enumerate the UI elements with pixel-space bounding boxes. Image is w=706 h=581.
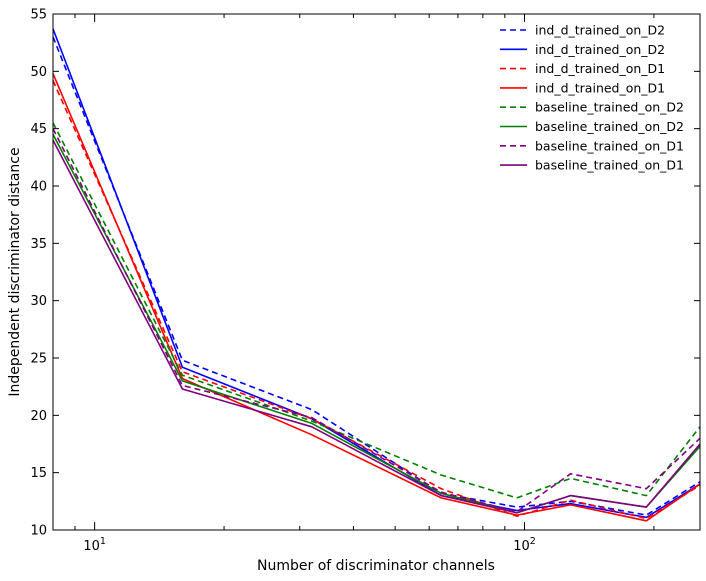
legend-label-3: ind_d_trained_on_D1 xyxy=(535,61,665,76)
y-tick-label: 55 xyxy=(30,8,47,23)
y-tick-label: 25 xyxy=(30,352,47,367)
legend-label-1: ind_d_trained_on_D2 xyxy=(535,23,665,38)
plot-frame xyxy=(52,13,701,531)
x-axis-label: Number of discriminator channels xyxy=(257,558,495,574)
y-tick-label: 40 xyxy=(30,180,47,195)
y-axis-label: Independent discriminator distance xyxy=(7,147,23,396)
legend-label-4: ind_d_trained_on_D1 xyxy=(535,80,665,95)
legend-label-2: ind_d_trained_on_D2 xyxy=(535,42,665,57)
y-tick-label: 50 xyxy=(30,65,47,80)
y-tick-label: 15 xyxy=(30,466,47,481)
series-line-8-solid xyxy=(52,139,701,514)
legend-label-6: baseline_trained_on_D2 xyxy=(535,119,684,134)
y-tick-label: 45 xyxy=(30,122,47,137)
series-line-1-dashed xyxy=(52,36,701,516)
y-tick-label: 30 xyxy=(30,294,47,309)
legend: ind_d_trained_on_D2 ind_d_trained_on_D2in… xyxy=(500,23,684,173)
legend-label-8: baseline_trained_on_D1 xyxy=(535,158,684,173)
y-tick-label: 10 xyxy=(30,524,47,539)
y-tick-label: 20 xyxy=(30,409,47,424)
x-tick-label: 101 xyxy=(83,536,106,554)
y-tick-label: 35 xyxy=(30,237,47,252)
series-layer xyxy=(52,28,701,522)
legend-label-5: baseline_trained_on_D2 xyxy=(535,100,684,115)
tick-layer: 10 15 20 25 30 35 40 45 50 55 101 102 xyxy=(30,8,700,554)
series-line-5-dashed xyxy=(52,122,701,499)
x-tick-label: 102 xyxy=(513,536,536,554)
legend-label-7: baseline_trained_on_D1 xyxy=(535,138,684,153)
